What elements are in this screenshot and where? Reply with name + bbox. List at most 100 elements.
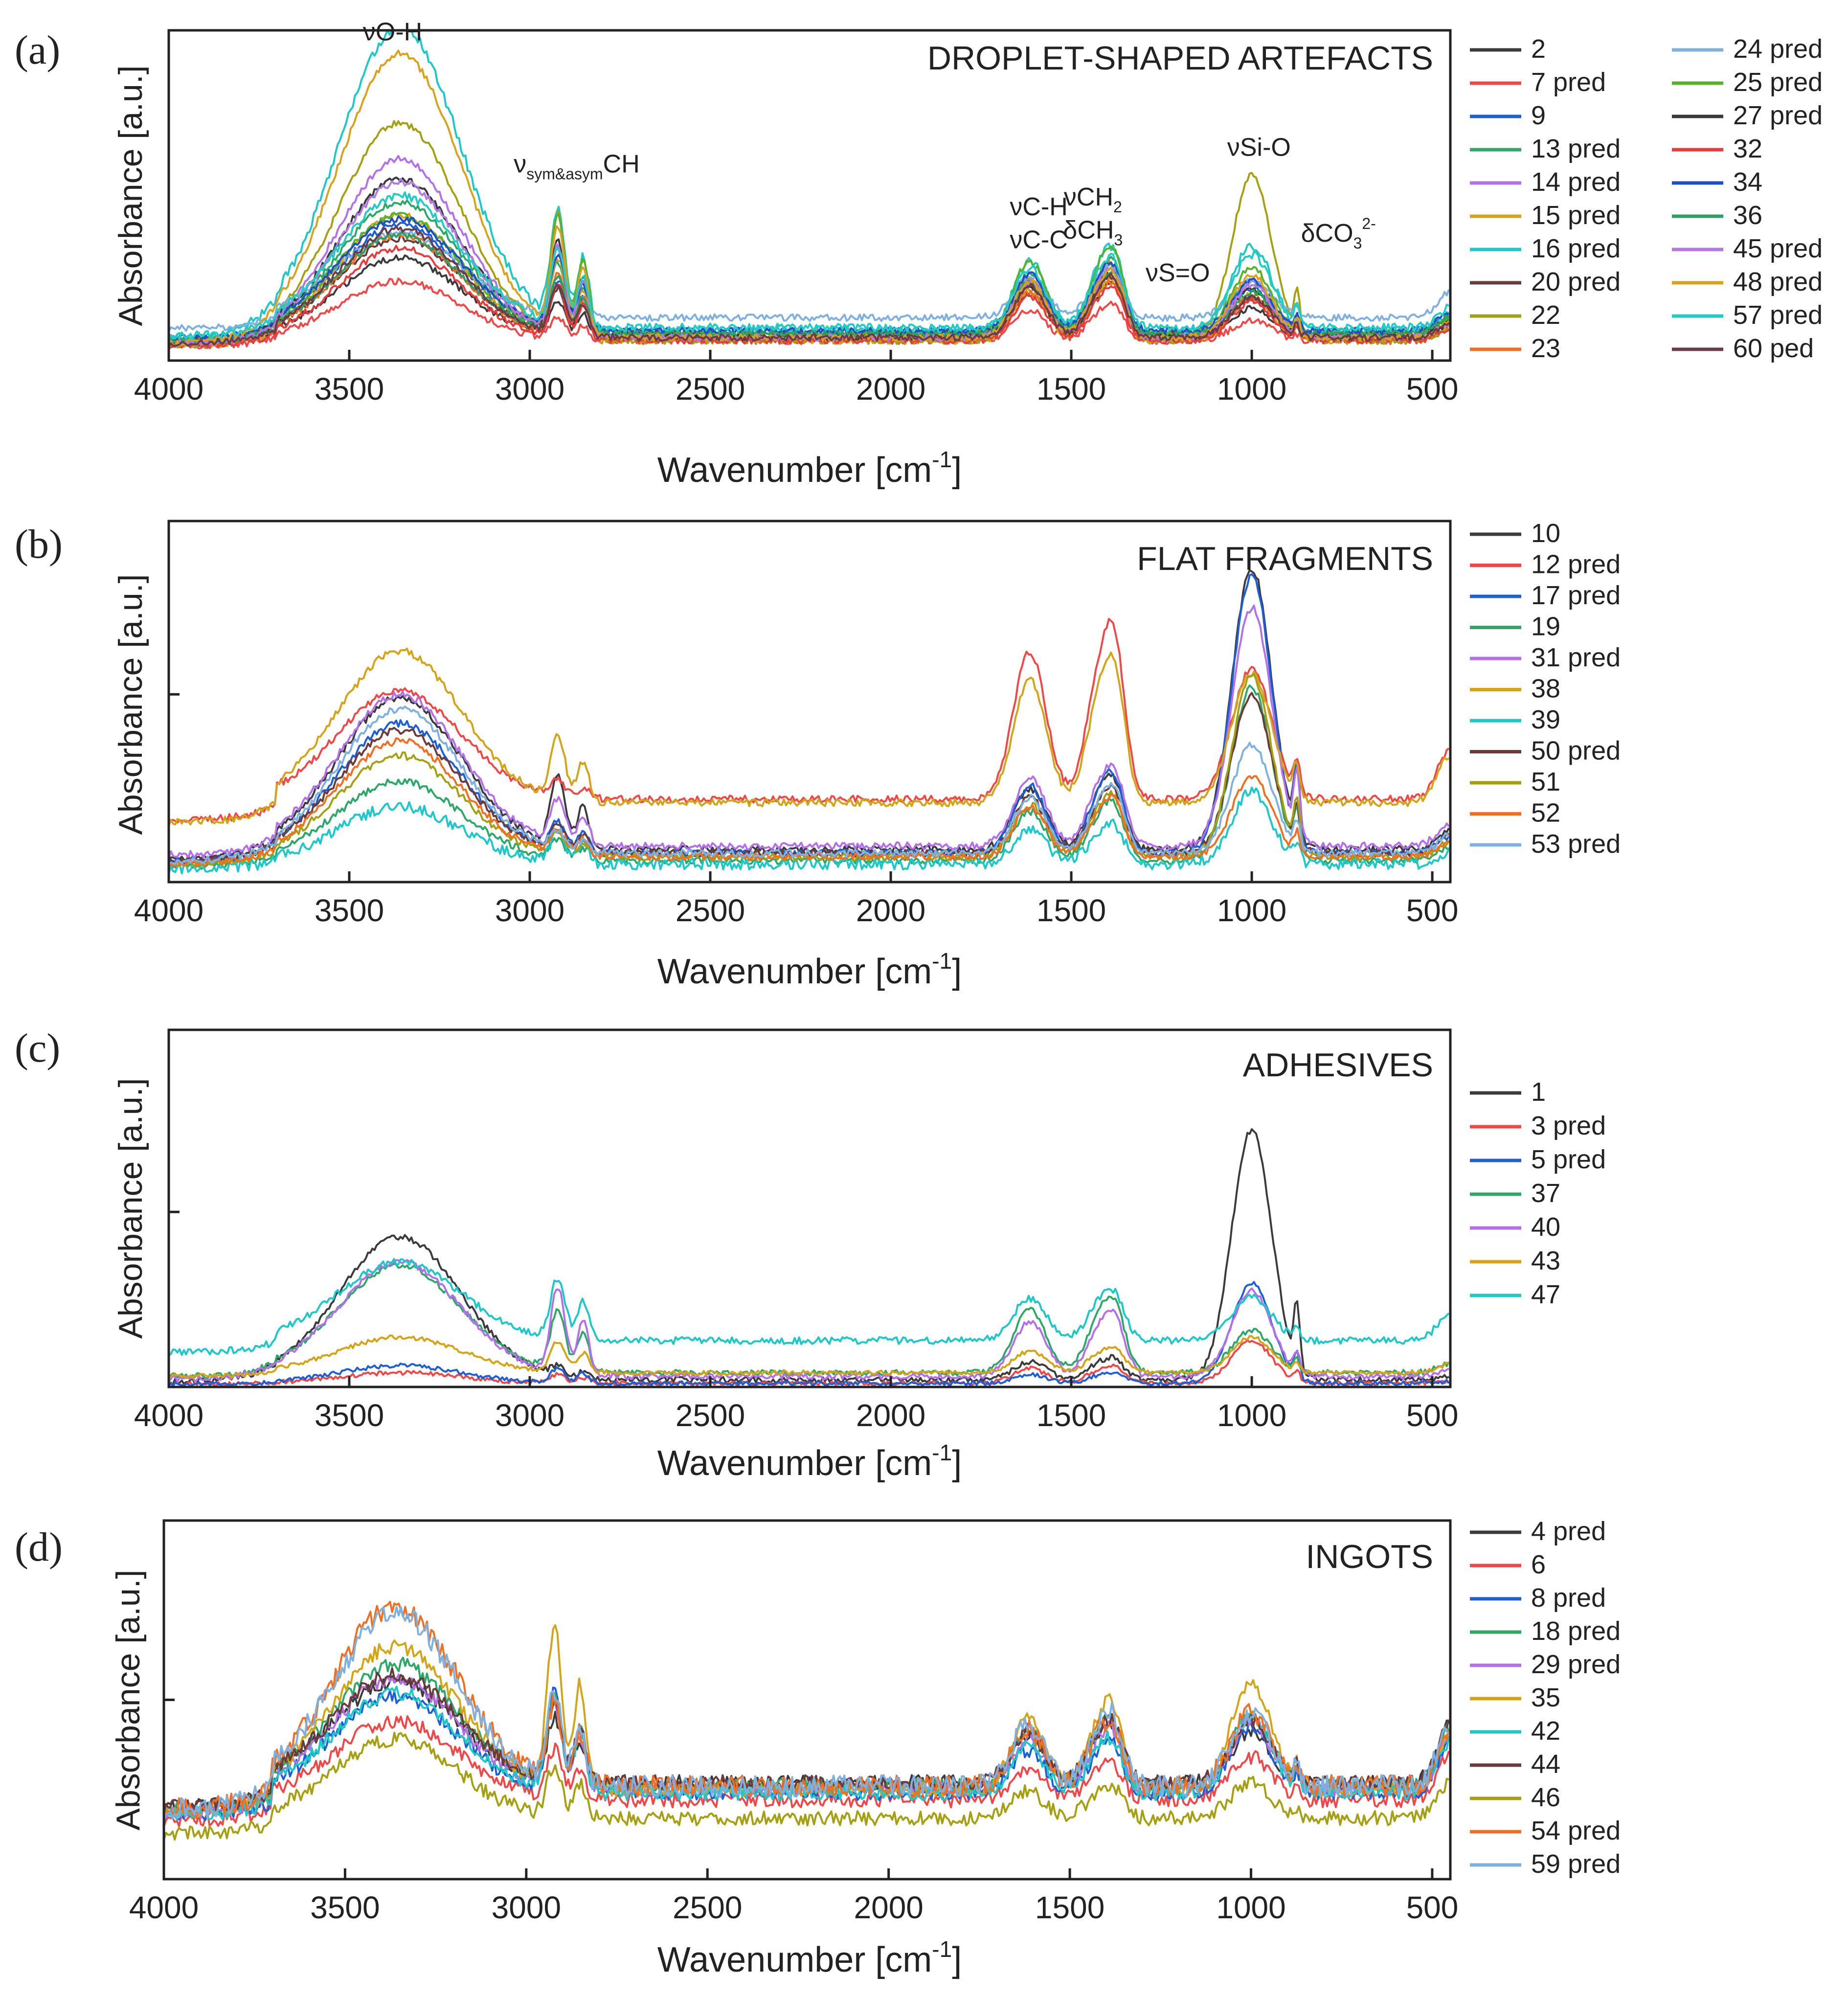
- panel-a-label: (a): [15, 27, 60, 73]
- x-tick-label: 1500: [1037, 1398, 1106, 1433]
- x-tick-label: 1000: [1217, 371, 1286, 407]
- legend-label: 7 pred: [1531, 68, 1606, 97]
- annotation-ch2b: νCH2: [1064, 183, 1122, 216]
- legend-item: 40: [1470, 1212, 1560, 1242]
- legend-label: 60 ped: [1733, 334, 1814, 363]
- legend-item: 2: [1470, 34, 1546, 64]
- panel-b-x-ticks: 4000 3500 3000 2500 2000 1500 1000 500: [134, 871, 1458, 928]
- legend-item: 10: [1470, 519, 1560, 548]
- x-tick-label: 3500: [315, 893, 384, 928]
- legend-item: 31 pred: [1470, 643, 1621, 672]
- panel-d-x-ticks: 4000 3500 3000 2500 2000 1500 1000 500: [129, 1868, 1459, 1925]
- panel-b-series-line-53-pred: [168, 705, 1450, 865]
- x-tick-label: 4000: [134, 1398, 203, 1433]
- legend-item: 38: [1470, 674, 1560, 704]
- legend-item: 15 pred: [1470, 201, 1621, 230]
- legend-label: 29 pred: [1531, 1650, 1621, 1679]
- x-tick-label: 2000: [856, 371, 925, 407]
- legend-item: 36: [1672, 201, 1762, 230]
- x-tick-label: 1000: [1216, 1890, 1285, 1925]
- panel-b-label: (b): [15, 522, 63, 567]
- panel-b: (b) 4000 3500 3000 2500 2000 1500 1000 500 FLAT…: [15, 519, 1621, 991]
- legend-label: 34: [1733, 167, 1762, 197]
- x-tick-label: 1500: [1037, 893, 1106, 928]
- x-tick-label: 2500: [676, 371, 745, 407]
- legend-label: 19: [1531, 612, 1560, 641]
- legend-label: 51: [1531, 767, 1560, 796]
- legend-label: 59 pred: [1531, 1849, 1621, 1879]
- panel-a-title: DROPLET-SHAPED ARTEFACTS: [927, 40, 1433, 77]
- legend-item: 43: [1470, 1246, 1560, 1275]
- legend-item: 37: [1470, 1179, 1560, 1208]
- legend-item: 9: [1470, 101, 1546, 130]
- legend-label: 45 pred: [1733, 234, 1823, 263]
- x-tick-label: 4000: [134, 893, 203, 928]
- panel-c-x-axis-label: Wavenumber [cm-1]: [657, 1440, 962, 1483]
- legend-item: 27 pred: [1672, 101, 1823, 130]
- x-tick-label: 1000: [1217, 1398, 1286, 1433]
- x-tick-label: 2000: [854, 1890, 924, 1925]
- legend-label: 13 pred: [1531, 134, 1621, 163]
- panel-d-series-line-6: [163, 1715, 1450, 1828]
- legend-item: 14 pred: [1470, 167, 1621, 197]
- legend-item: 23: [1470, 334, 1560, 363]
- legend-label: 4 pred: [1531, 1517, 1606, 1546]
- panel-c-title: ADHESIVES: [1243, 1046, 1433, 1084]
- panel-b-plot-frame: [167, 520, 1452, 884]
- x-tick-label: 2500: [676, 1398, 745, 1433]
- legend-label: 1: [1531, 1077, 1546, 1107]
- legend-label: 36: [1733, 201, 1762, 230]
- panel-a-plot-frame: [167, 29, 1452, 362]
- legend-label: 38: [1531, 674, 1560, 704]
- legend-label: 35: [1531, 1683, 1560, 1712]
- legend-label: 8 pred: [1531, 1583, 1606, 1613]
- legend-item: 42: [1470, 1716, 1560, 1746]
- legend-item: 45 pred: [1672, 234, 1823, 263]
- legend-label: 14 pred: [1531, 167, 1621, 197]
- legend-label: 20 pred: [1531, 267, 1621, 296]
- panel-d-series-line-46: [163, 1731, 1449, 1841]
- legend-label: 39: [1531, 705, 1560, 734]
- panel-a-series-line-60-ped: [168, 226, 1450, 347]
- x-tick-label: 3500: [315, 1398, 384, 1433]
- annotation-so: νS=O: [1146, 259, 1210, 287]
- x-tick-label: 1500: [1035, 1890, 1104, 1925]
- panel-a-series-group: [168, 29, 1450, 350]
- annotation-ch: νsym&asymCH: [514, 150, 640, 182]
- legend-item: 59 pred: [1470, 1849, 1621, 1879]
- panel-c-series-line-1: [168, 1128, 1449, 1386]
- legend-item: 18 pred: [1470, 1616, 1621, 1646]
- annotation-co3: δCO32-: [1301, 215, 1376, 252]
- x-tick-label: 500: [1406, 1398, 1459, 1433]
- legend-item: 25 pred: [1672, 68, 1823, 97]
- legend-label: 32: [1733, 134, 1762, 163]
- panel-d-series-group: [163, 1601, 1450, 1841]
- panel-d-series-line-44: [163, 1667, 1450, 1814]
- panel-a-series-line-48-pred: [168, 49, 1450, 347]
- legend-label: 31 pred: [1531, 643, 1621, 672]
- legend-label: 10: [1531, 519, 1560, 548]
- x-tick-label: 3000: [495, 371, 564, 407]
- legend-label: 2: [1531, 34, 1546, 64]
- x-tick-label: 3000: [495, 893, 564, 928]
- legend-label: 47: [1531, 1280, 1560, 1309]
- legend-item: 4 pred: [1470, 1517, 1606, 1546]
- legend-item: 60 ped: [1672, 334, 1814, 363]
- legend-item: 3 pred: [1470, 1111, 1606, 1140]
- annotation-ch3: δCH3: [1063, 216, 1123, 249]
- x-tick-label: 500: [1406, 1890, 1459, 1925]
- legend-label: 46: [1531, 1783, 1560, 1812]
- annotation-sio: νSi-O: [1227, 134, 1291, 162]
- legend-label: 42: [1531, 1716, 1560, 1746]
- panel-b-series-group: [168, 569, 1450, 875]
- panel-d-x-axis-label: Wavenumber [cm-1]: [657, 1936, 962, 1979]
- annotation-oh: νO-H: [363, 18, 422, 46]
- legend-item: 50 pred: [1470, 736, 1621, 766]
- legend-label: 18 pred: [1531, 1616, 1621, 1646]
- legend-label: 44: [1531, 1749, 1560, 1779]
- annotation-cc: νC-C: [1010, 226, 1067, 254]
- panel-c-series-line-47: [168, 1258, 1450, 1357]
